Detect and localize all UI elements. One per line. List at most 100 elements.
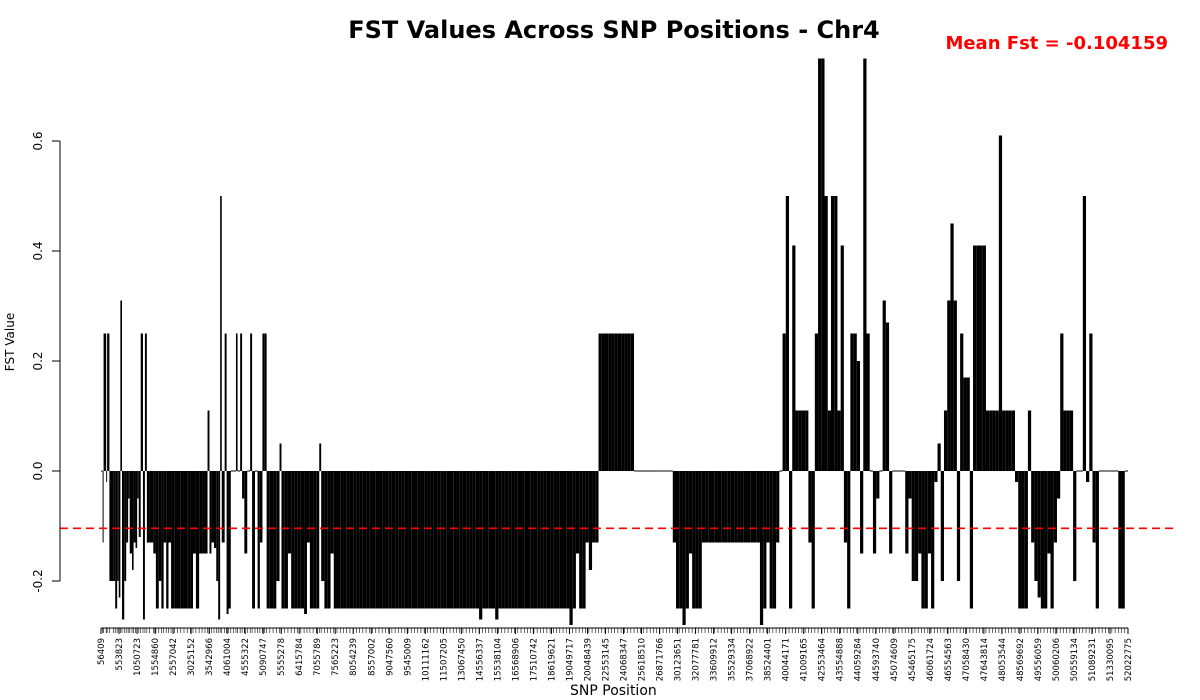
fst-bar bbox=[453, 471, 457, 609]
x-tick-label: 19049717 bbox=[565, 638, 575, 681]
fst-bar bbox=[204, 471, 208, 554]
fst-bar bbox=[795, 410, 799, 471]
fst-bar bbox=[337, 471, 341, 609]
fst-bar bbox=[240, 333, 243, 471]
fst-bar bbox=[177, 471, 181, 609]
fst-bar bbox=[653, 470, 657, 472]
fst-bar bbox=[1063, 410, 1067, 471]
fst-bar bbox=[811, 471, 815, 609]
fst-bar bbox=[592, 471, 596, 543]
fst-bar bbox=[808, 471, 812, 543]
y-axis: -0.2 0.0 0.2 0.4 0.6 bbox=[31, 131, 61, 593]
x-tick-label: 49556059 bbox=[1034, 638, 1044, 681]
fst-bar bbox=[924, 471, 928, 609]
fst-bar bbox=[430, 471, 434, 609]
fst-bar bbox=[291, 471, 295, 609]
fst-bar bbox=[187, 471, 191, 609]
fst-bar bbox=[333, 471, 338, 609]
fst-bar bbox=[343, 471, 347, 609]
fst-bar bbox=[166, 471, 169, 609]
fst-bar bbox=[117, 471, 119, 581]
fst-bar bbox=[375, 471, 379, 609]
fst-bar bbox=[472, 471, 476, 609]
fst-bar bbox=[1079, 470, 1083, 472]
fst-bar bbox=[992, 410, 996, 471]
fst-bar bbox=[973, 245, 977, 471]
fst-bar bbox=[209, 471, 212, 554]
fst-bar bbox=[630, 333, 635, 471]
fst-bar bbox=[840, 245, 844, 471]
fst-bar bbox=[356, 471, 360, 609]
fst-bar bbox=[466, 471, 470, 609]
fst-bar bbox=[853, 333, 857, 471]
fst-bar bbox=[969, 471, 974, 609]
x-tick-label: 8557002 bbox=[367, 638, 377, 676]
fst-bar bbox=[158, 471, 162, 581]
fst-bar bbox=[1047, 471, 1051, 554]
fst-bar bbox=[1111, 470, 1116, 472]
fst-bar bbox=[1105, 470, 1109, 472]
fst-bar bbox=[827, 410, 831, 471]
fst-bar bbox=[346, 471, 350, 609]
fst-bar bbox=[740, 471, 744, 543]
fst-bar bbox=[856, 361, 861, 471]
fst-bar bbox=[524, 471, 528, 609]
fst-bar bbox=[174, 471, 178, 609]
x-tick-label: 4061004 bbox=[223, 638, 233, 676]
fst-bar bbox=[183, 471, 188, 609]
fst-bar bbox=[264, 333, 267, 471]
fst-bar bbox=[129, 471, 132, 554]
fst-bar bbox=[180, 471, 184, 609]
fst-bar bbox=[300, 471, 305, 609]
fst-bar bbox=[824, 196, 828, 471]
fst-bar bbox=[750, 471, 754, 543]
fst-bar bbox=[776, 471, 780, 543]
fst-bar bbox=[1018, 471, 1022, 609]
fst-bar bbox=[659, 470, 664, 472]
fst-bar bbox=[575, 471, 580, 554]
fst-bar bbox=[650, 470, 654, 472]
chart-title: FST Values Across SNP Positions - Chr4 bbox=[348, 16, 880, 44]
fst-bar bbox=[446, 471, 451, 609]
fst-bar bbox=[860, 471, 864, 554]
fst-bar bbox=[103, 333, 107, 471]
fst-bar bbox=[543, 471, 547, 609]
fst-bar bbox=[228, 471, 231, 609]
x-tick-label: 47643814 bbox=[980, 638, 990, 681]
fst-bar bbox=[782, 333, 786, 471]
fst-bar bbox=[814, 333, 819, 471]
fst-bar bbox=[491, 471, 496, 609]
fst-bar bbox=[309, 471, 314, 609]
fst-bar bbox=[963, 377, 967, 471]
x-tick-label: 14556337 bbox=[475, 638, 485, 681]
x-tick-label: 42553464 bbox=[818, 638, 828, 681]
fst-bar bbox=[372, 471, 376, 609]
fst-bar bbox=[805, 410, 809, 471]
fst-bar bbox=[242, 471, 245, 499]
fst-bar bbox=[956, 471, 961, 581]
fst-bar bbox=[1076, 470, 1080, 472]
fst-bar bbox=[876, 471, 880, 499]
fst-bar bbox=[798, 410, 802, 471]
x-tick-label: 4555322 bbox=[241, 638, 251, 676]
fst-bar bbox=[634, 470, 638, 472]
fst-bar bbox=[106, 471, 108, 482]
fst-bar bbox=[563, 471, 567, 609]
fst-bar bbox=[504, 471, 509, 609]
fst-bar bbox=[685, 471, 689, 609]
fst-bar bbox=[995, 410, 999, 471]
fst-bar bbox=[672, 471, 677, 543]
fst-bar bbox=[985, 410, 990, 471]
fst-bar bbox=[679, 471, 683, 609]
fst-bar bbox=[514, 471, 518, 609]
fst-bar bbox=[947, 300, 951, 471]
x-tick-label: 9047560 bbox=[385, 638, 395, 676]
x-tick-label: 44593740 bbox=[872, 638, 882, 681]
fst-bar bbox=[937, 443, 941, 471]
x-tick-label: 32077781 bbox=[692, 638, 702, 681]
x-tick-label: 16568906 bbox=[511, 638, 521, 681]
fst-bar bbox=[316, 471, 320, 609]
fst-bar bbox=[989, 410, 993, 471]
fst-bar bbox=[1034, 471, 1038, 581]
x-tick-label: 25618510 bbox=[638, 638, 648, 681]
